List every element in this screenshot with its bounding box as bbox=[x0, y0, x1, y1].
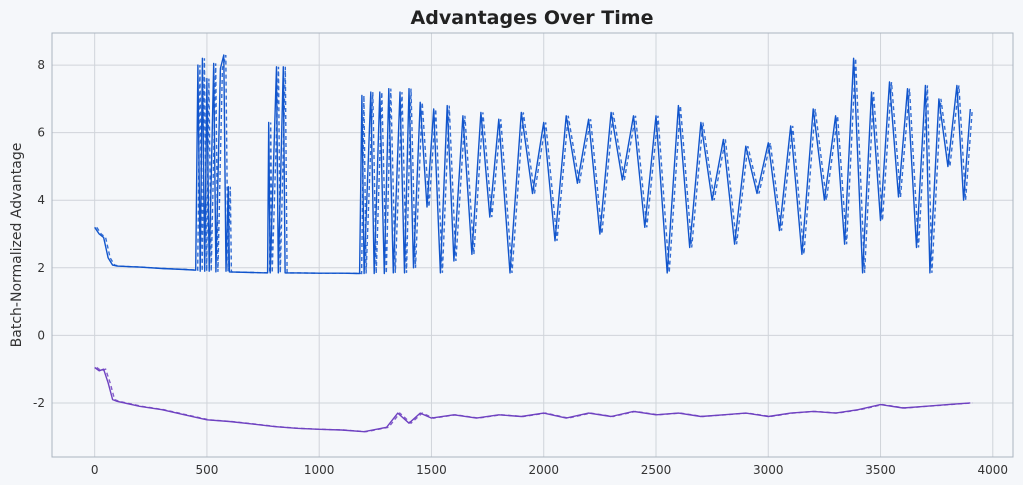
y-tick-label: 0 bbox=[37, 328, 45, 342]
x-tick-label: 3000 bbox=[753, 463, 784, 477]
x-tick-label: 500 bbox=[195, 463, 218, 477]
x-tick-label: 4000 bbox=[978, 463, 1009, 477]
x-tick-label: 1000 bbox=[304, 463, 335, 477]
series-0-solid-line bbox=[94, 54, 971, 275]
x-tick-label: 0 bbox=[91, 463, 99, 477]
y-tick-label: 2 bbox=[37, 261, 45, 275]
y-tick-label: 4 bbox=[37, 193, 45, 207]
x-tick-label: 2000 bbox=[528, 463, 559, 477]
y-tick-label: -2 bbox=[33, 396, 45, 410]
y-axis-label: Batch-Normalized Advantage bbox=[9, 143, 25, 348]
y-tick-label: 6 bbox=[37, 126, 45, 140]
series-1-solid-line bbox=[94, 366, 971, 433]
x-tick-label: 1500 bbox=[416, 463, 447, 477]
tick-labels: 0 500 1000 1500 2000 2500 3000 3500 4000 -2 0 2 4 6 8 bbox=[33, 58, 1008, 477]
series-0-dashed-line bbox=[96, 54, 973, 275]
chart-title: Advantages Over Time bbox=[411, 7, 654, 29]
x-tick-label: 3500 bbox=[865, 463, 896, 477]
plot-frame bbox=[51, 32, 1014, 458]
x-tick-label: 2500 bbox=[641, 463, 672, 477]
y-tick-label: 8 bbox=[37, 58, 45, 72]
series-group bbox=[94, 54, 973, 433]
series-1-dashed-line bbox=[96, 366, 973, 433]
grid bbox=[52, 33, 1013, 457]
